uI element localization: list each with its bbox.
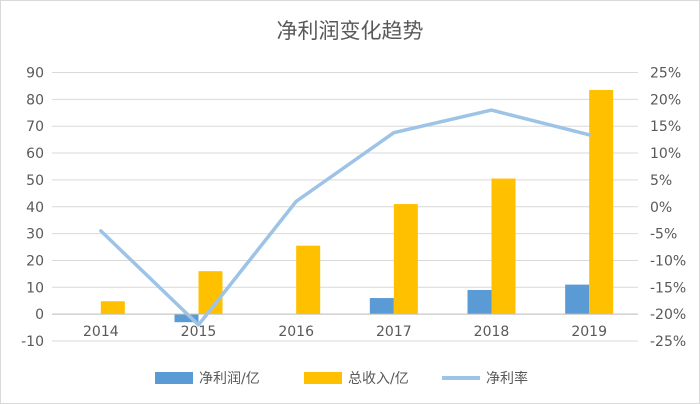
bar-revenue	[393, 204, 418, 315]
bars	[100, 89, 614, 323]
y-left-tick-label: 0	[35, 307, 44, 323]
legend-label: 总收入/亿	[348, 371, 409, 387]
y-axis-left: -10 0 10 20 30 40 50 60 70 80 90	[21, 66, 44, 351]
y-left-tick-label: 60	[26, 146, 44, 162]
y-right-tick-label: 10%	[650, 146, 681, 162]
y-right-tick-label: 20%	[650, 92, 681, 108]
legend-swatch	[304, 372, 342, 384]
line-net-margin	[99, 108, 591, 327]
y-left-tick-label: 30	[26, 227, 44, 243]
y-left-tick-label: 40	[26, 200, 44, 216]
y-right-tick-label: -25%	[650, 334, 686, 350]
y-right-tick-label: 0%	[650, 200, 672, 216]
x-tick-label: 2015	[181, 324, 217, 340]
bar-net-profit	[467, 289, 492, 315]
legend-label: 净利率	[486, 370, 528, 387]
y-right-tick-label: -5%	[650, 227, 677, 243]
y-right-tick-label: -10%	[650, 253, 686, 269]
y-right-tick-label: -15%	[650, 280, 686, 296]
y-left-tick-label: 20	[26, 253, 44, 269]
x-tick-label: 2014	[83, 324, 119, 340]
y-left-tick-label: -10	[21, 334, 44, 350]
legend-swatch	[155, 372, 193, 384]
bar-net-profit	[369, 298, 394, 315]
y-left-tick-label: 50	[26, 173, 44, 189]
y-left-tick-label: 10	[26, 280, 44, 296]
bar-net-profit	[565, 284, 590, 315]
x-tick-label: 2018	[474, 324, 510, 340]
bar-net-profit	[174, 314, 199, 323]
x-tick-label: 2016	[278, 324, 314, 340]
y-right-tick-label: 15%	[650, 119, 681, 135]
legend-label: 净利润/亿	[199, 371, 260, 387]
y-left-tick-label: 80	[26, 92, 44, 108]
y-left-tick-label: 90	[26, 66, 44, 82]
legend: 净利润/亿 总收入/亿 净利率	[155, 370, 528, 387]
bar-revenue	[491, 178, 516, 315]
bar-revenue	[296, 245, 321, 315]
y-right-tick-label: 5%	[650, 173, 672, 189]
x-tick-label: 2019	[571, 324, 607, 340]
bar-revenue	[589, 89, 614, 315]
bar-revenue	[100, 301, 125, 315]
y-right-tick-label: -20%	[650, 307, 686, 323]
y-axis-right: -25% -20% -15% -10% -5% 0% 5% 10% 15% 20% 25%	[650, 66, 686, 351]
chart-title: 净利润变化趋势	[277, 19, 424, 43]
x-axis: 2014 2015 2016 2017 2018 2019	[52, 313, 638, 340]
x-tick-label: 2017	[376, 324, 412, 340]
y-left-tick-label: 70	[26, 119, 44, 135]
y-right-tick-label: 25%	[650, 66, 681, 82]
lines	[99, 108, 591, 327]
